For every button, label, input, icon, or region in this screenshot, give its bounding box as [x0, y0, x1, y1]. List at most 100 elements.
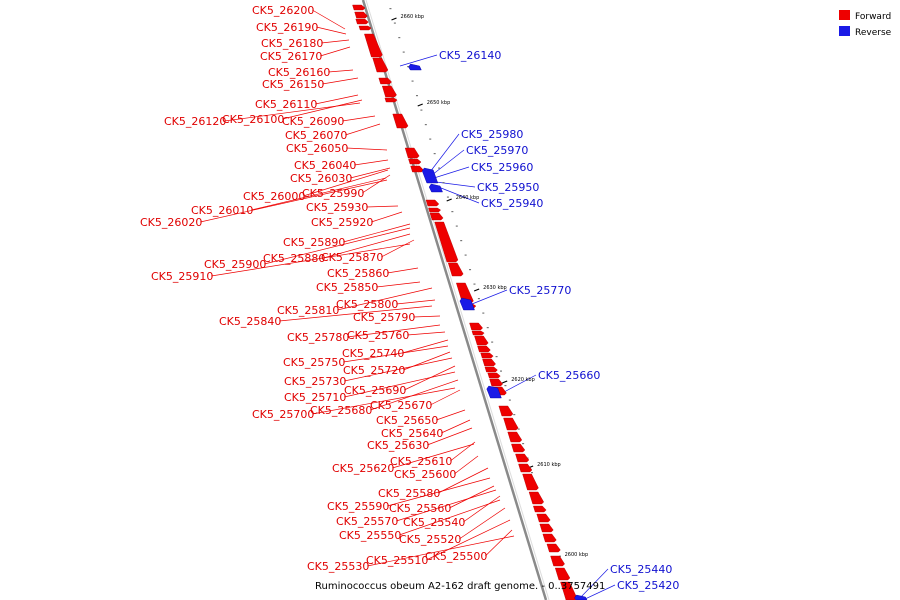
- gene-block-forward: [381, 85, 397, 98]
- legend-label-forward: Forward: [855, 12, 891, 22]
- leader-line-reverse: [433, 166, 470, 179]
- gene-label-forward: CK5_25650: [376, 414, 438, 427]
- gene-label-forward: CK5_25680: [310, 404, 372, 417]
- leader-line-forward: [328, 69, 354, 73]
- leader-line-forward: [320, 46, 351, 57]
- leader-line-forward: [430, 389, 461, 406]
- leader-line-forward: [345, 123, 381, 136]
- gene-block-forward: [489, 378, 504, 387]
- gene-block-forward: [447, 262, 464, 277]
- gene-block-forward: [498, 405, 514, 417]
- guide-dot: [411, 80, 414, 82]
- gene-block-forward: [515, 453, 530, 463]
- leader-line-forward: [354, 159, 389, 166]
- tick-label: 2640 kbp: [456, 195, 480, 201]
- gene-label-forward: CK5_26150: [262, 78, 324, 91]
- leader-line-forward: [343, 345, 449, 363]
- gene-block-forward: [355, 18, 369, 25]
- gene-block-forward: [358, 25, 372, 31]
- leader-line-forward: [402, 339, 449, 354]
- tick-mark: [391, 17, 397, 21]
- gene-label-forward: CK5_25700: [252, 408, 314, 421]
- gene-label-reverse: CK5_25940: [481, 197, 543, 210]
- leader-line-forward: [282, 99, 363, 120]
- gene-block-forward: [522, 473, 539, 491]
- leader-line-reverse: [399, 54, 438, 67]
- leader-line-forward: [346, 147, 388, 151]
- leader-line-forward: [454, 455, 479, 475]
- leader-line-forward: [438, 467, 489, 494]
- tick-label: 2650 kbp: [427, 100, 451, 106]
- leader-line-forward: [315, 94, 359, 105]
- leader-line-forward: [303, 169, 389, 197]
- guide-dot: [508, 399, 511, 401]
- gene-label-forward: CK5_25990: [302, 187, 364, 200]
- gene-label-reverse: CK5_25980: [461, 128, 523, 141]
- genome-caption: Ruminococcus obeum A2-162 draft genome. …: [315, 581, 605, 592]
- gene-label-forward: CK5_25600: [394, 468, 456, 481]
- leader-line-forward: [366, 205, 399, 208]
- gene-label-forward: CK5_25910: [151, 270, 213, 283]
- guide-dot: [455, 225, 458, 227]
- guide-dot: [522, 443, 525, 445]
- gene-block-forward: [384, 97, 398, 103]
- gene-block-forward: [484, 366, 498, 373]
- leader-line-forward: [376, 281, 421, 288]
- gene-block-forward: [507, 431, 523, 443]
- leader-line-forward: [459, 507, 506, 540]
- leader-line-forward: [399, 499, 501, 536]
- gene-label-forward: CK5_25520: [399, 533, 461, 546]
- gene-label-forward: CK5_25930: [306, 201, 368, 214]
- gene-label-forward: CK5_25580: [378, 487, 440, 500]
- leader-line-forward: [413, 315, 441, 318]
- gene-block-forward: [511, 443, 526, 453]
- gene-block-forward: [518, 463, 533, 473]
- gene-label-forward: CK5_25800: [336, 298, 398, 311]
- gene-label-forward: CK5_26010: [191, 204, 253, 217]
- gene-label-forward: CK5_25850: [316, 281, 378, 294]
- leader-line-forward: [316, 26, 347, 35]
- gene-label-forward: CK5_25670: [370, 399, 432, 412]
- tick-label: 2610 kbp: [537, 462, 561, 468]
- gene-label-forward: CK5_25720: [343, 364, 405, 377]
- guide-dot: [469, 269, 472, 271]
- legend-swatch-forward: [839, 10, 850, 20]
- guide-dot: [424, 124, 427, 126]
- gene-block-reverse: [486, 385, 502, 399]
- gene-block-forward: [480, 352, 494, 359]
- gene-block-reverse: [459, 297, 475, 311]
- gene-label-reverse: CK5_25660: [538, 369, 600, 382]
- leader-line-forward: [344, 371, 456, 398]
- leader-line-forward: [396, 489, 497, 522]
- guide-dot: [486, 327, 489, 329]
- leader-line-forward: [264, 227, 411, 265]
- leader-line-forward: [322, 77, 359, 85]
- leader-line-forward: [321, 39, 350, 44]
- gene-block-forward: [528, 491, 544, 505]
- gene-label-forward: CK5_25630: [367, 439, 429, 452]
- gene-block-forward: [533, 505, 547, 513]
- leader-line-forward: [463, 495, 501, 523]
- gene-label-reverse: CK5_25960: [471, 161, 533, 174]
- gene-label-forward: CK5_25730: [284, 375, 346, 388]
- guide-dot: [393, 22, 396, 24]
- gene-block-forward: [404, 147, 420, 159]
- gene-label-forward: CK5_25750: [283, 356, 345, 369]
- gene-label-reverse: CK5_25950: [477, 181, 539, 194]
- gene-block-forward: [434, 221, 459, 263]
- leader-line-forward: [436, 409, 466, 421]
- gene-block-forward: [536, 513, 551, 523]
- leader-lines: [200, 9, 616, 600]
- gene-block-forward: [410, 165, 424, 173]
- gene-label-forward: CK5_26020: [140, 216, 202, 229]
- gene-label-forward: CK5_26000: [243, 190, 305, 203]
- leader-line-forward: [347, 324, 441, 338]
- gene-label-forward: CK5_25640: [381, 427, 443, 440]
- leader-line-forward: [343, 223, 411, 243]
- gene-label-forward: CK5_26090: [282, 115, 344, 128]
- guide-dot: [415, 95, 418, 97]
- guide-dot: [477, 298, 480, 300]
- gene-label-forward: CK5_25620: [332, 462, 394, 475]
- gene-label-forward: CK5_25860: [327, 267, 389, 280]
